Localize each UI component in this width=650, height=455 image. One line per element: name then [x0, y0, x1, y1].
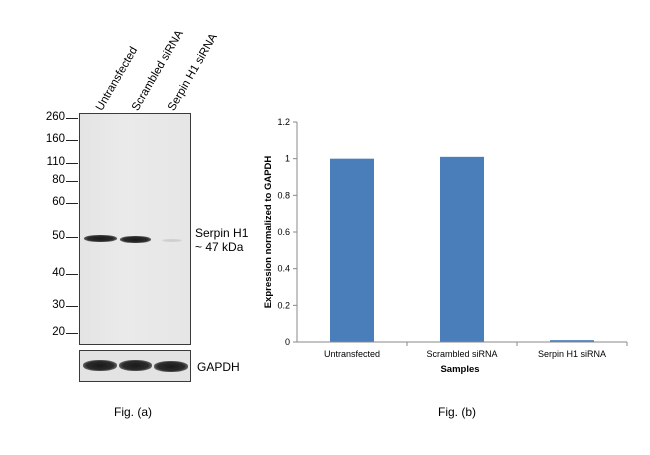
mw-marker-260: 260: [45, 111, 65, 123]
figure-label-a: Fig. (a): [114, 405, 153, 419]
mw-tick: [66, 203, 78, 204]
bar-untransfected: [330, 158, 374, 342]
y-tick-label: 0.6: [277, 227, 290, 237]
blot-membrane-main: [79, 113, 191, 345]
gapdh-band-knockdown: [154, 361, 188, 372]
serpin-h1-band-scrambled: [120, 236, 151, 243]
mw-tick: [66, 237, 78, 238]
bar-serpin-h1-sirna: [550, 340, 594, 342]
mw-tick: [66, 181, 78, 182]
y-tick-label: 0.4: [277, 264, 290, 274]
serpin-h1-band-untransfected: [84, 235, 117, 242]
y-tick-label: 0.8: [277, 190, 290, 200]
x-axis-title: Samples: [440, 364, 479, 375]
serpin-h1-band-knockdown: [162, 239, 182, 242]
mw-marker-20: 20: [52, 326, 65, 338]
y-tick-label: 0: [285, 337, 290, 347]
gapdh-band-untransfected: [83, 360, 117, 371]
mw-tick: [66, 118, 78, 119]
mw-marker-40: 40: [52, 267, 65, 279]
mw-marker-60: 60: [52, 196, 65, 208]
y-axis-title: Expression normalized to GAPDH: [263, 156, 274, 309]
mw-marker-30: 30: [52, 299, 65, 311]
figure-label-b: Fig. (b): [438, 405, 477, 419]
x-category-label: Scrambled siRNA: [426, 349, 497, 359]
target-protein-label: Serpin H1: [195, 226, 249, 240]
mw-marker-80: 80: [52, 174, 65, 186]
mw-marker-110: 110: [46, 156, 65, 168]
mw-tick: [66, 333, 78, 334]
y-tick-label: 0.2: [277, 300, 290, 310]
gapdh-band-scrambled: [119, 360, 152, 371]
x-category-label: Serpin H1 siRNA: [538, 349, 606, 359]
mw-marker-160: 160: [45, 133, 65, 145]
mw-tick: [66, 306, 78, 307]
mw-tick: [66, 274, 78, 275]
mw-tick: [66, 140, 78, 141]
blot-membrane-gapdh: [79, 350, 191, 382]
bar-scrambled-sirna: [440, 156, 484, 342]
loading-control-label: GAPDH: [197, 360, 240, 374]
mw-marker-50: 50: [52, 230, 65, 242]
target-size-label: ~ 47 kDa: [195, 240, 244, 254]
mw-tick: [66, 163, 78, 164]
y-tick-label: 1: [285, 154, 290, 164]
y-tick-label: 1.2: [277, 117, 290, 127]
x-category-label: Untransfected: [324, 349, 380, 359]
